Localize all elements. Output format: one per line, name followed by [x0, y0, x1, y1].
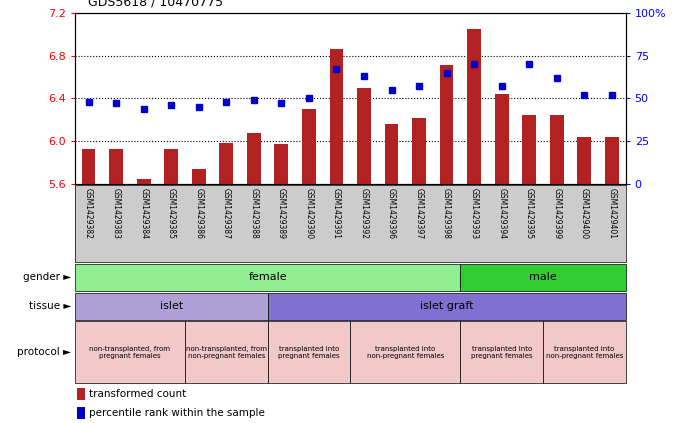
Bar	[75, 321, 185, 383]
Text: GSM1429382: GSM1429382	[84, 187, 93, 239]
Bar	[137, 179, 150, 184]
Bar	[185, 321, 268, 383]
Text: GSM1429390: GSM1429390	[305, 187, 313, 239]
Bar	[605, 137, 619, 184]
Bar	[460, 321, 543, 383]
Text: GSM1429400: GSM1429400	[580, 187, 589, 239]
Bar	[220, 143, 233, 184]
Bar	[350, 321, 460, 383]
Text: non-transplanted, from
non-pregnant females: non-transplanted, from non-pregnant fema…	[186, 346, 267, 359]
Bar	[495, 94, 509, 184]
Text: female: female	[248, 272, 287, 282]
Bar	[77, 407, 85, 419]
Bar	[268, 321, 350, 383]
Text: islet: islet	[160, 302, 183, 311]
Bar	[268, 293, 626, 320]
Text: GSM1429401: GSM1429401	[607, 187, 616, 239]
Text: transplanted into
non-pregnant females: transplanted into non-pregnant females	[367, 346, 444, 359]
Text: tissue ►: tissue ►	[29, 302, 71, 311]
Text: transplanted into
non-pregnant females: transplanted into non-pregnant females	[545, 346, 623, 359]
Text: GSM1429394: GSM1429394	[497, 187, 506, 239]
Text: GDS5618 / 10470775: GDS5618 / 10470775	[88, 0, 224, 8]
Text: percentile rank within the sample: percentile rank within the sample	[90, 408, 265, 418]
Text: transformed count: transformed count	[90, 389, 187, 399]
Bar	[330, 49, 343, 184]
Bar	[412, 118, 426, 184]
Text: GSM1429384: GSM1429384	[139, 187, 148, 239]
Text: protocol ►: protocol ►	[18, 347, 71, 357]
Text: GSM1429389: GSM1429389	[277, 187, 286, 239]
Text: gender ►: gender ►	[23, 272, 71, 282]
Bar	[77, 388, 85, 400]
Bar	[467, 29, 481, 184]
Text: islet graft: islet graft	[420, 302, 473, 311]
Bar	[192, 169, 205, 184]
Bar	[550, 115, 564, 184]
Text: non-transplanted, from
pregnant females: non-transplanted, from pregnant females	[89, 346, 171, 359]
Bar	[82, 148, 95, 184]
Text: GSM1429398: GSM1429398	[442, 187, 451, 239]
Text: GSM1429387: GSM1429387	[222, 187, 231, 239]
Text: GSM1429392: GSM1429392	[360, 187, 369, 239]
Text: GSM1429385: GSM1429385	[167, 187, 175, 239]
Text: GSM1429388: GSM1429388	[250, 187, 258, 239]
Bar	[165, 148, 178, 184]
Bar	[302, 109, 316, 184]
Text: transplanted into
pregnant females: transplanted into pregnant females	[471, 346, 532, 359]
Text: GSM1429395: GSM1429395	[525, 187, 534, 239]
Bar	[543, 321, 626, 383]
Bar	[75, 293, 268, 320]
Text: transplanted into
pregnant females: transplanted into pregnant females	[278, 346, 340, 359]
Text: GSM1429386: GSM1429386	[194, 187, 203, 239]
Bar	[522, 115, 536, 184]
Bar	[577, 137, 591, 184]
Text: GSM1429399: GSM1429399	[552, 187, 561, 239]
Bar	[109, 148, 123, 184]
Bar	[440, 65, 454, 184]
Bar	[247, 133, 260, 184]
Bar	[357, 88, 371, 184]
Text: GSM1429391: GSM1429391	[332, 187, 341, 239]
Bar	[275, 144, 288, 184]
Text: male: male	[529, 272, 557, 282]
Text: GSM1429397: GSM1429397	[415, 187, 424, 239]
Bar	[385, 124, 398, 184]
Bar	[460, 264, 626, 291]
Text: GSM1429393: GSM1429393	[470, 187, 479, 239]
Text: GSM1429396: GSM1429396	[387, 187, 396, 239]
Bar	[75, 264, 460, 291]
Text: GSM1429383: GSM1429383	[112, 187, 120, 239]
